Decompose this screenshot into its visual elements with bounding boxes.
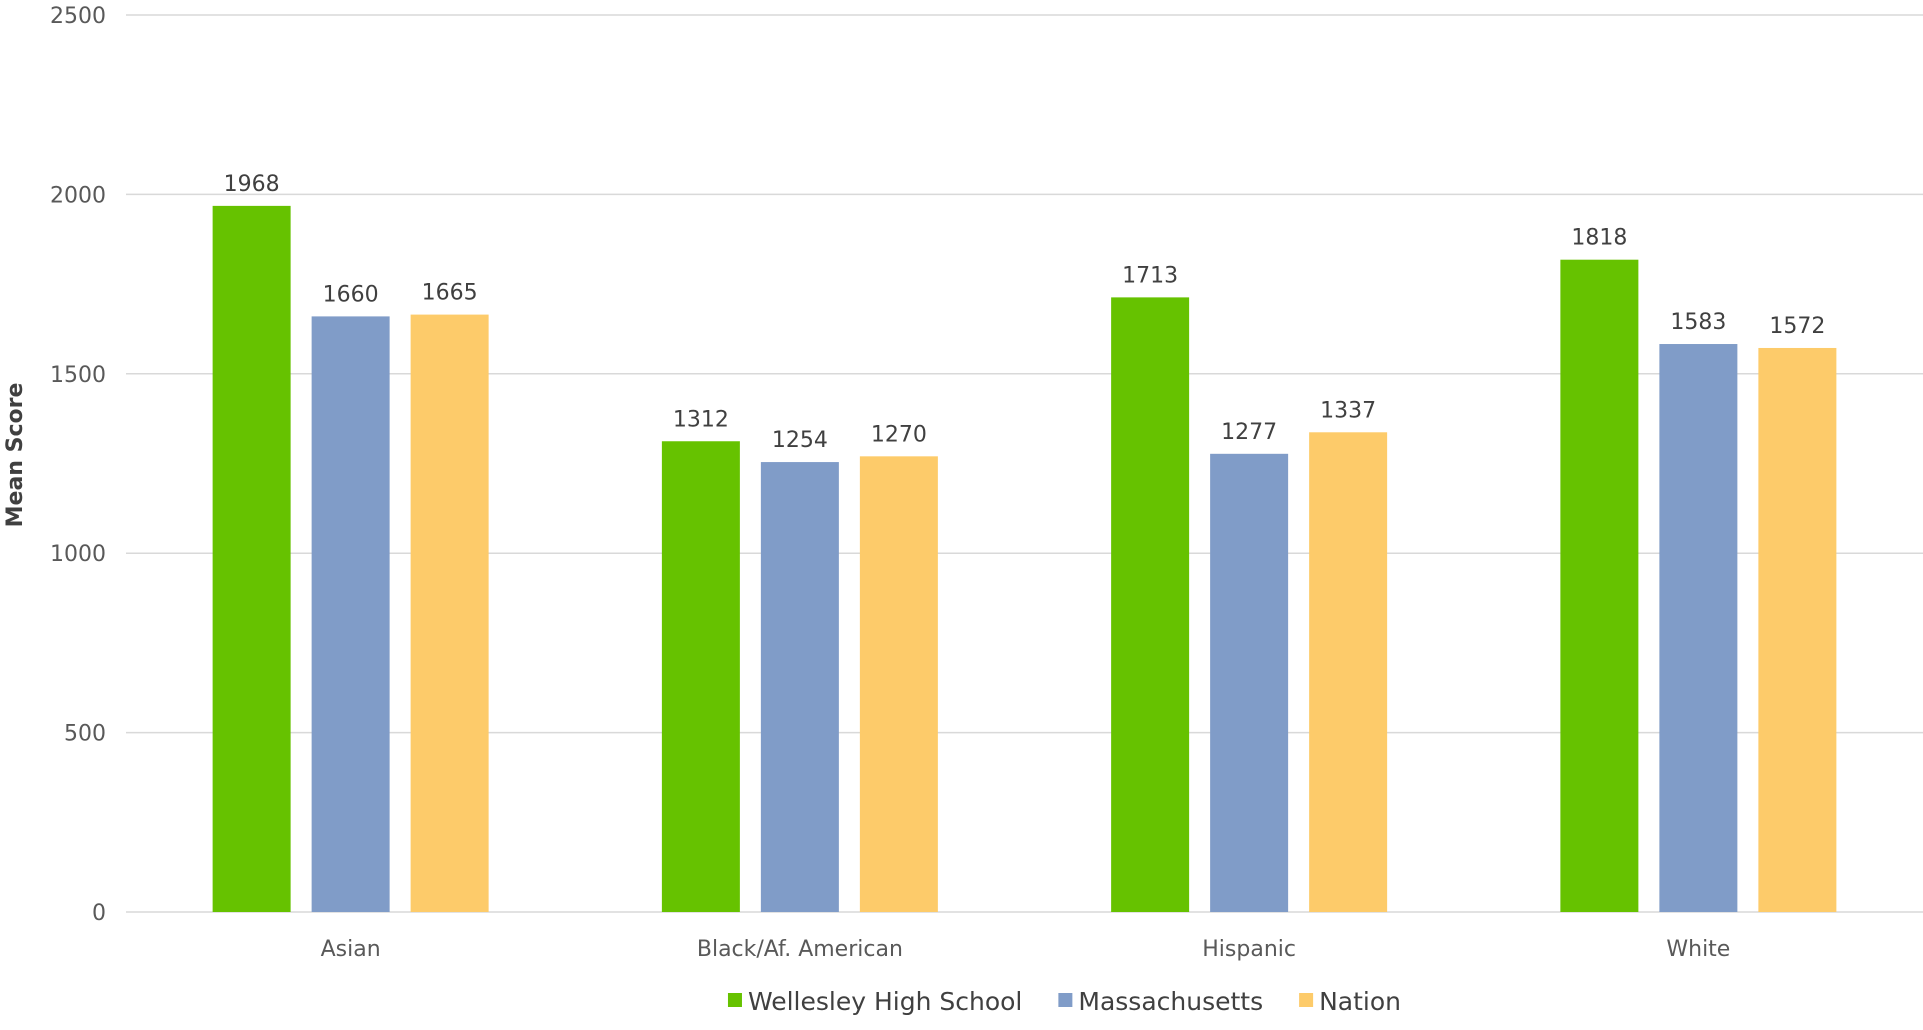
bar-hispanic-massachusetts — [1210, 453, 1289, 912]
x-axis-categories: Asian Black/Af. American Hispanic White — [321, 937, 1731, 962]
y-tick-label: 2000 — [50, 183, 106, 208]
bar-white-wellesley-high-school — [1560, 259, 1639, 912]
data-label: 1660 — [323, 282, 379, 307]
bar-black-af-american-nation — [859, 456, 938, 912]
data-label: 1818 — [1571, 226, 1627, 251]
bar-asian-wellesley-high-school — [212, 205, 291, 913]
x-category-label: Asian — [321, 937, 381, 962]
bar-hispanic-nation — [1309, 432, 1388, 912]
y-tick-label: 500 — [64, 722, 106, 747]
legend-swatch — [1058, 993, 1073, 1007]
data-label: 1968 — [224, 172, 280, 197]
data-label: 1254 — [772, 428, 828, 453]
x-category-label: White — [1666, 937, 1730, 962]
data-label: 1312 — [673, 407, 729, 432]
bar-hispanic-wellesley-high-school — [1111, 297, 1190, 912]
bars — [212, 205, 1837, 913]
legend-swatch — [1299, 993, 1314, 1007]
y-tick-label: 1000 — [50, 542, 106, 567]
data-label: 1713 — [1122, 263, 1178, 288]
legend-label: Massachusetts — [1078, 987, 1263, 1016]
bar-black-af-american-wellesley-high-school — [661, 441, 740, 912]
bar-asian-massachusetts — [311, 316, 390, 913]
bar-white-massachusetts — [1659, 344, 1738, 912]
y-tick-label: 0 — [92, 901, 106, 926]
data-label: 1583 — [1670, 310, 1726, 335]
bar-black-af-american-massachusetts — [760, 462, 839, 912]
data-label: 1270 — [871, 422, 927, 447]
bar-asian-nation — [410, 314, 489, 912]
legend-swatch — [727, 993, 742, 1007]
data-label: 1277 — [1221, 420, 1277, 445]
data-label: 1337 — [1320, 398, 1376, 423]
y-axis-ticks: 0 500 1000 1500 2000 2500 — [50, 4, 106, 926]
data-label: 1665 — [422, 281, 478, 306]
legend-label: Wellesley High School — [748, 987, 1022, 1016]
y-tick-label: 1500 — [50, 363, 106, 388]
x-category-label: Black/Af. American — [697, 937, 903, 962]
data-label: 1572 — [1769, 314, 1825, 339]
legend-label: Nation — [1319, 987, 1401, 1016]
legend: Wellesley High School Massachusetts Nation — [727, 987, 1401, 1016]
y-tick-label: 2500 — [50, 4, 106, 29]
data-labels: 1968 1660 1665 1312 1254 1270 1713 1277 1337 1818… — [224, 172, 1826, 453]
gridlines — [126, 14, 1923, 913]
bar-white-nation — [1758, 347, 1837, 912]
y-axis-title: Mean Score — [3, 383, 28, 528]
x-category-label: Hispanic — [1202, 937, 1296, 962]
